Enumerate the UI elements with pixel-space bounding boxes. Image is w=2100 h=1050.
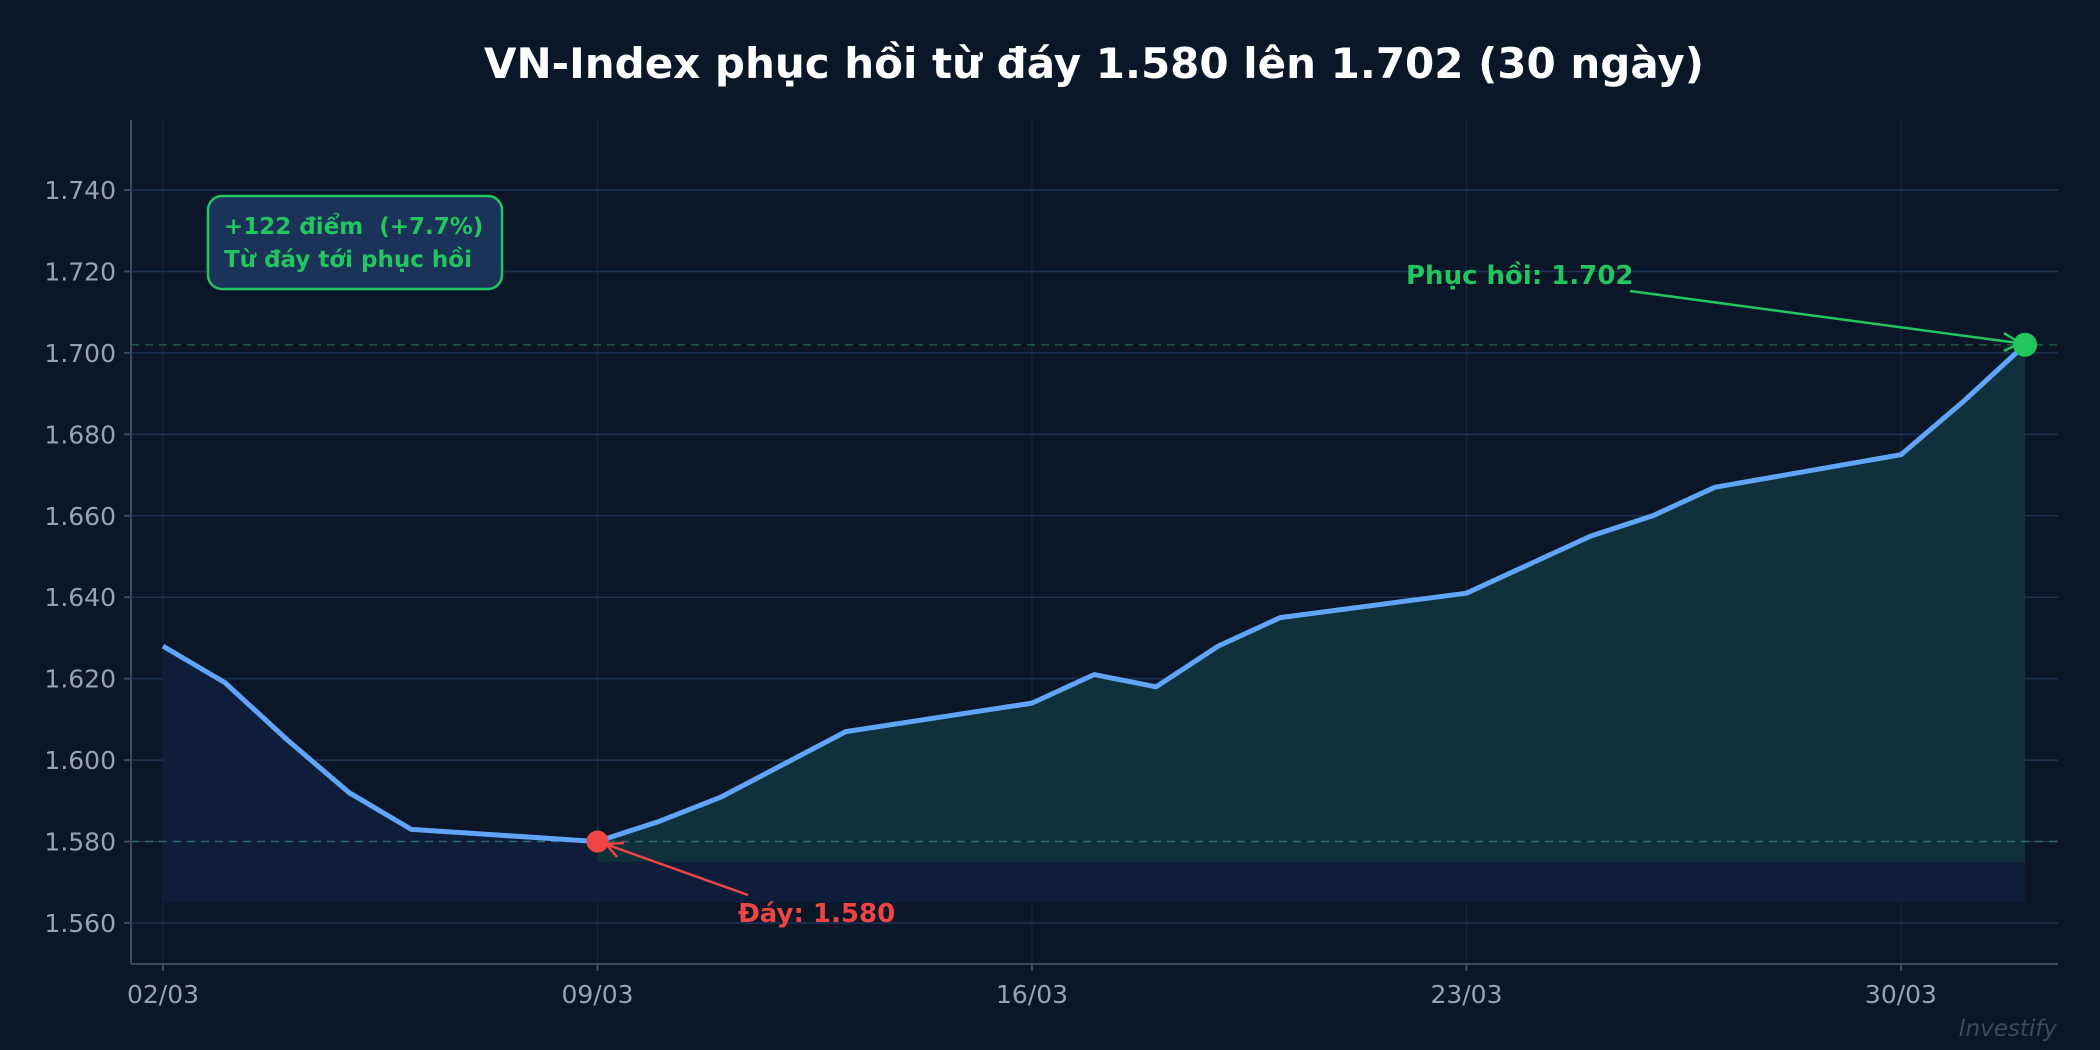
bottom-arrow xyxy=(607,843,749,897)
chart-title: VN-Index phục hồi từ đáy 1.580 lên 1.702… xyxy=(484,39,1704,88)
plot-area: 1.560 1.580 1.600 1.620 1.640 1.660 1.680 1.700… xyxy=(44,120,2058,1042)
info-box: +122 điểm (+7.7%) Từ đáy tới phục hồi xyxy=(206,194,504,291)
x-axis-ticks: 02/03 09/03 16/03 23/03 30/03 xyxy=(127,964,1937,1009)
bottom-arrowhead-icon xyxy=(605,841,625,858)
y-tick-label: 1.560 xyxy=(44,909,116,938)
y-tick-label: 1.620 xyxy=(44,665,116,694)
y-tick-label: 1.660 xyxy=(44,502,116,531)
y-tick-label: 1.740 xyxy=(44,176,116,205)
y-tick-label: 1.680 xyxy=(44,420,116,449)
y-tick-label: 1.580 xyxy=(44,828,116,857)
y-tick-label: 1.700 xyxy=(44,339,116,368)
peak-marker xyxy=(2013,332,2038,357)
x-tick-label: 30/03 xyxy=(1865,980,1937,1009)
peak-arrow xyxy=(1629,289,2019,345)
x-tick-label: 23/03 xyxy=(1430,980,1502,1009)
x-tick-label: 09/03 xyxy=(561,980,633,1009)
x-tick-label: 02/03 xyxy=(127,980,199,1009)
watermark: Investify xyxy=(1959,1016,2058,1042)
x-tick-label: 16/03 xyxy=(996,980,1068,1009)
bottom-annotation: Đáy: 1.580 xyxy=(586,830,895,929)
peak-annotation: Phục hồi: 1.702 xyxy=(1406,260,2038,357)
y-tick-label: 1.640 xyxy=(44,583,116,612)
bottom-marker xyxy=(586,830,609,853)
peak-label: Phục hồi: 1.702 xyxy=(1406,260,1634,291)
recovery-area-fill xyxy=(597,344,2026,862)
info-box-frame xyxy=(206,194,504,291)
y-tick-label: 1.720 xyxy=(44,257,116,286)
info-box-line1: +122 điểm (+7.7%) xyxy=(224,212,483,240)
vn-index-line xyxy=(161,342,2027,845)
info-box-line2: Từ đáy tới phục hồi xyxy=(224,246,472,273)
bottom-label: Đáy: 1.580 xyxy=(738,899,895,929)
y-tick-label: 1.600 xyxy=(44,746,116,775)
y-axis-ticks: 1.560 1.580 1.600 1.620 1.640 1.660 1.680 1.700… xyxy=(44,176,131,938)
